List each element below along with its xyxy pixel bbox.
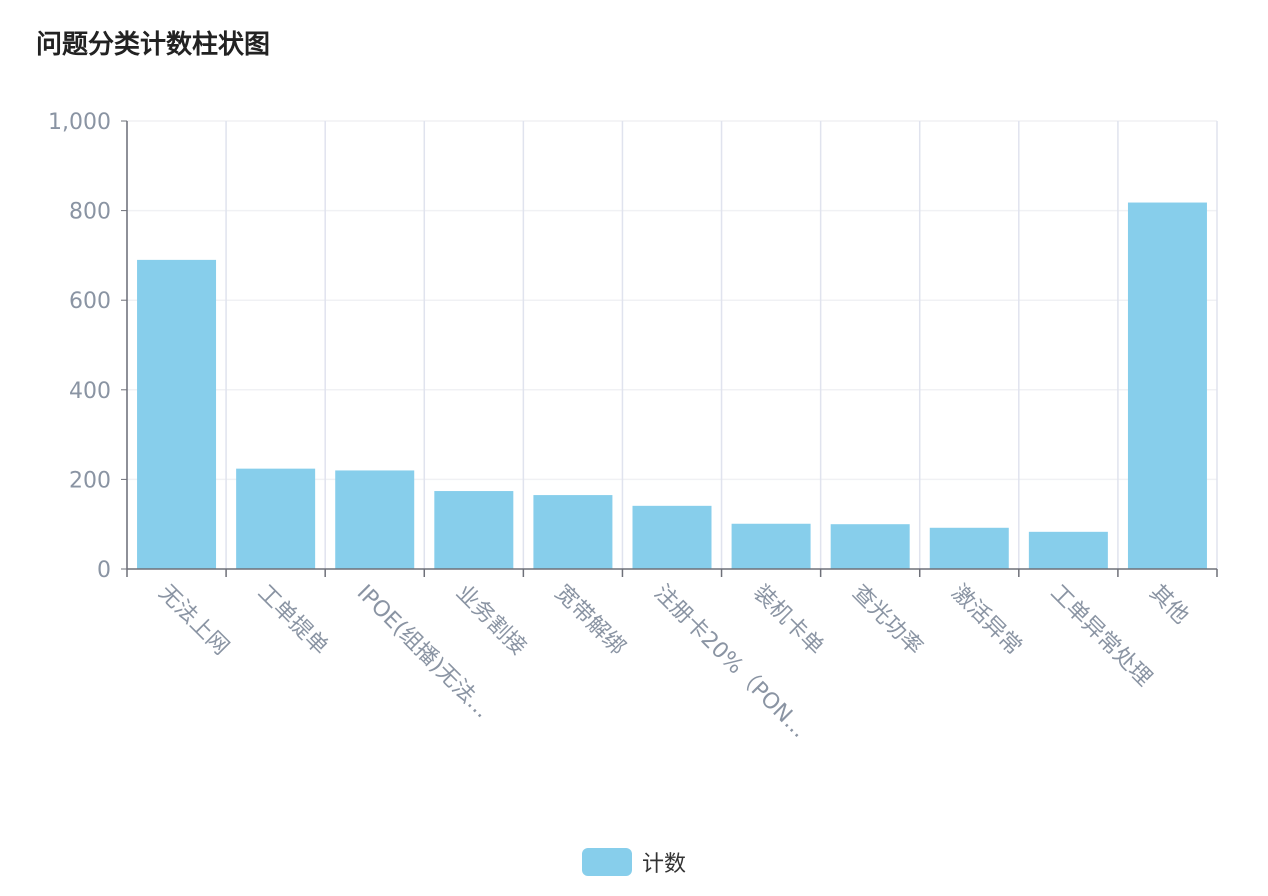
bar[interactable] <box>434 491 514 569</box>
y-tick-label: 0 <box>97 558 111 583</box>
x-tick-label: 装机卡单 <box>748 580 828 660</box>
bar[interactable] <box>1028 531 1108 569</box>
chart-title: 问题分类计数柱状图 <box>36 30 271 60</box>
bar[interactable] <box>335 470 415 569</box>
bars-layer <box>137 202 1207 569</box>
bar[interactable] <box>731 523 811 569</box>
grid-layer <box>126 120 1218 569</box>
bar[interactable] <box>137 259 217 569</box>
x-tick-label: 工单异常处理 <box>1045 580 1156 691</box>
bar[interactable] <box>236 468 316 569</box>
x-tick-label: 业务割接 <box>451 580 531 660</box>
bar[interactable] <box>632 505 712 569</box>
y-tick-label: 200 <box>69 468 111 493</box>
bar[interactable] <box>830 524 910 569</box>
y-tick-label: 800 <box>69 200 111 225</box>
legend[interactable]: 计数 <box>0 846 1268 878</box>
bar[interactable] <box>1127 202 1207 569</box>
bar[interactable] <box>533 495 613 569</box>
axis-layer <box>121 120 1218 577</box>
x-tick-label: 工单提单 <box>253 580 333 660</box>
y-tick-label: 600 <box>69 289 111 314</box>
x-tick-label: 激活异常 <box>946 580 1026 660</box>
legend-swatch <box>581 848 632 876</box>
bar[interactable] <box>929 527 1009 569</box>
x-tick-label: 查光功率 <box>847 580 927 660</box>
y-tick-label: 1,000 <box>48 110 111 135</box>
x-tick-label: 无法上网 <box>154 580 234 660</box>
x-tick-label: 其他 <box>1144 580 1193 629</box>
x-tick-label: 宽带解绑 <box>550 580 630 660</box>
legend-label: 计数 <box>641 852 686 877</box>
y-tick-label: 400 <box>69 379 111 404</box>
